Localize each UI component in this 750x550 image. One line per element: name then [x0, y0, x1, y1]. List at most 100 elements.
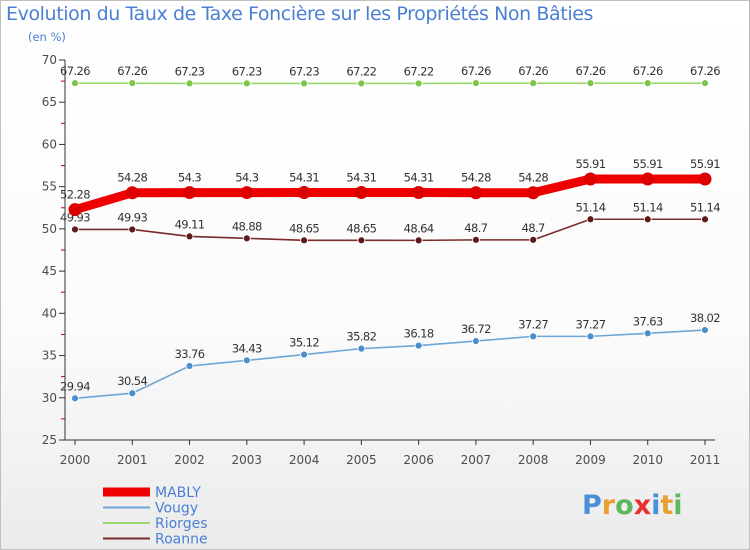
x-tick-label: 2008: [518, 453, 549, 467]
data-label: 48.88: [232, 219, 262, 233]
data-label: 54.31: [404, 170, 434, 184]
logo-letter: r: [601, 490, 616, 521]
data-label: 48.7: [522, 221, 545, 235]
data-point: [300, 350, 308, 359]
data-point: [71, 394, 79, 403]
x-tick-label: 2010: [632, 453, 663, 467]
series-vougy: 29.94 30.54 33.76 34.43 35.12 35.82 36.18 36.72…: [60, 311, 721, 403]
data-label: 67.22: [404, 64, 434, 78]
data-point: [357, 344, 366, 353]
data-point: [586, 79, 595, 88]
data-point: [529, 332, 538, 341]
series-line-vougy: [74, 329, 706, 400]
legend-label: Roanne: [155, 532, 208, 548]
legend-label: Vougy: [155, 501, 198, 517]
logo-letter: o: [615, 490, 634, 521]
x-tick-label: 2003: [232, 453, 263, 467]
data-point: [701, 79, 709, 88]
data-label: 51.14: [575, 200, 605, 214]
data-point: [185, 232, 194, 241]
data-point: [586, 332, 595, 341]
data-point: [68, 203, 82, 217]
data-label: 49.93: [117, 210, 147, 224]
data-point: [71, 79, 79, 88]
series-line-roanne: [74, 218, 706, 242]
data-point: [414, 79, 423, 88]
data-label: 67.26: [461, 64, 491, 78]
data-label: 67.23: [289, 64, 319, 78]
data-label: 36.18: [404, 327, 434, 341]
data-point: [183, 186, 197, 200]
proxiti-logo: Proxiti: [582, 490, 683, 521]
y-tick-label: 60: [42, 137, 57, 151]
data-label: 30.54: [117, 374, 147, 388]
y-tick-label: 55: [42, 180, 57, 194]
data-point: [412, 185, 426, 199]
x-tick-label: 2006: [403, 453, 434, 467]
data-point: [300, 236, 308, 245]
data-point: [128, 389, 137, 398]
y-axis-unit: (en %): [28, 30, 66, 44]
data-label: 49.11: [175, 217, 205, 231]
data-label: 36.72: [461, 322, 491, 336]
data-point: [643, 79, 652, 88]
data-label: 48.65: [289, 221, 319, 235]
y-tick-label: 70: [42, 53, 57, 67]
data-point: [529, 235, 538, 244]
data-point: [128, 225, 137, 234]
x-tick-label: 2000: [60, 453, 91, 467]
data-point: [643, 329, 652, 338]
data-label: 67.26: [575, 64, 605, 78]
legend-label: Riorges: [155, 516, 208, 532]
data-label: 67.26: [633, 64, 663, 78]
series-roanne: 49.93 49.93 49.11 48.88 48.65 48.65 48.64 48.7 4…: [60, 200, 721, 245]
data-label: 37.27: [575, 317, 605, 331]
data-label: 54.3: [178, 171, 201, 185]
data-label: 67.23: [175, 64, 205, 78]
logo-letter: P: [582, 490, 602, 521]
data-label: 51.14: [690, 200, 720, 214]
data-label: 48.65: [346, 221, 376, 235]
x-tick-label: 2007: [461, 453, 492, 467]
axes: 25 30 35 40 45 50 55 60 65 70 2000 2001 2002 2003 2004…: [42, 53, 721, 467]
data-point: [414, 236, 423, 245]
data-point: [698, 172, 712, 186]
data-point: [643, 215, 652, 224]
data-label: 54.28: [461, 171, 491, 185]
data-point: [583, 172, 597, 186]
data-label: 55.91: [575, 157, 605, 171]
y-tick-label: 25: [42, 433, 57, 447]
data-point: [469, 186, 483, 200]
data-label: 67.22: [346, 64, 376, 78]
data-label: 35.12: [289, 336, 319, 350]
data-label: 55.91: [633, 157, 663, 171]
logo-letter: x: [633, 490, 652, 521]
logo-letter: i: [673, 490, 683, 521]
data-point: [297, 185, 311, 199]
data-label: 54.31: [289, 170, 319, 184]
x-tick-label: 2001: [117, 453, 148, 467]
x-tick-label: 2011: [690, 453, 721, 467]
data-point: [472, 235, 480, 244]
x-tick-label: 2009: [575, 453, 606, 467]
data-point: [641, 172, 655, 186]
y-tick-label: 35: [42, 349, 57, 363]
data-label: 67.23: [232, 64, 262, 78]
logo-letter: t: [660, 490, 674, 521]
data-point: [472, 79, 480, 88]
logo-letter: i: [651, 490, 661, 521]
data-label: 54.31: [346, 170, 376, 184]
x-tick-label: 2004: [289, 453, 320, 467]
data-point: [701, 215, 709, 224]
data-point: [701, 326, 709, 334]
data-label: 37.63: [633, 314, 663, 328]
data-label: 48.64: [404, 221, 434, 235]
x-tick-label: 2005: [346, 453, 377, 467]
data-point: [354, 185, 368, 199]
data-label: 29.94: [60, 379, 90, 393]
data-label: 67.26: [117, 64, 147, 78]
data-point: [586, 215, 595, 224]
data-point: [529, 79, 538, 88]
